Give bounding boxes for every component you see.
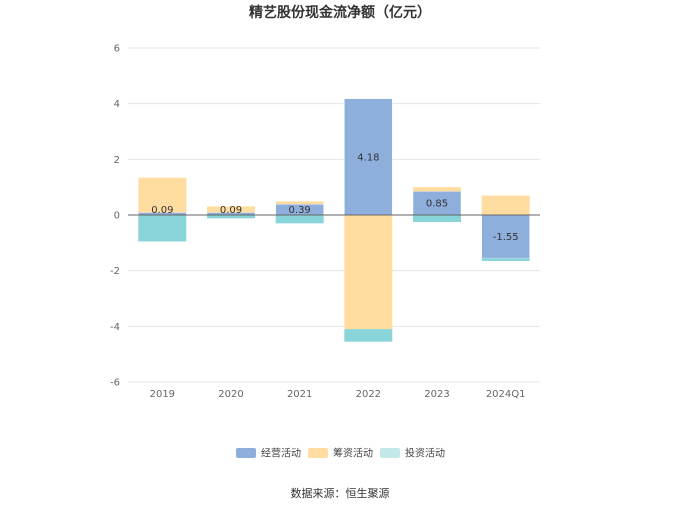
y-tick-label: -6 (110, 378, 120, 389)
legend-item-经营活动[interactable]: 经营活动 (236, 447, 301, 460)
bar-2020-投资活动 (207, 215, 255, 219)
y-tick-label: 2 (114, 155, 120, 166)
data-label-2020: 0.09 (220, 205, 242, 216)
y-axis: 6 4 2 0 -2 -4 -6 (110, 44, 120, 389)
x-tick-label: 2024Q1 (486, 389, 526, 400)
bar-2022-经营活动 (344, 98, 393, 216)
bar-2022-投资活动 (344, 329, 393, 342)
x-tick-label: 2019 (150, 389, 175, 400)
data-label-2021: 0.39 (289, 205, 311, 216)
bar-2023-筹资活动 (413, 187, 461, 192)
y-tick-label: 4 (114, 99, 120, 110)
legend-label: 筹资活动 (333, 447, 373, 460)
bar-2024Q1-筹资活动 (481, 195, 530, 215)
bar-2024Q1-经营活动 (481, 214, 530, 259)
data-label-2022: 4.18 (357, 152, 379, 163)
bar-2019-投资活动 (138, 215, 187, 242)
bar-2021-筹资活动 (275, 201, 324, 205)
source-note: 数据来源：恒生聚源 (291, 486, 390, 500)
bars (138, 98, 530, 342)
bar-2024Q1-投资活动 (481, 258, 530, 261)
legend-label: 投资活动 (405, 447, 445, 460)
bar-2019-筹资活动 (138, 177, 187, 213)
data-label-2024Q1: -1.55 (493, 232, 519, 243)
x-axis: 2019 2020 2021 2022 2023 2024Q1 (128, 381, 540, 400)
legend[interactable]: 经营活动 筹资活动 投资活动 (236, 447, 445, 460)
legend-label: 经营活动 (261, 447, 301, 460)
data-labels: 0.09 0.09 0.39 4.18 0.85 -1.55 (151, 152, 518, 243)
y-tick-label: -2 (110, 266, 120, 277)
data-label-2019: 0.09 (151, 205, 173, 216)
legend-item-筹资活动[interactable]: 筹资活动 (308, 447, 373, 460)
y-tick-label: 6 (114, 44, 120, 55)
legend-item-投资活动[interactable]: 投资活动 (380, 447, 445, 460)
legend-swatch (236, 448, 256, 458)
chart-title: 精艺股份现金流净额（亿元） (249, 4, 431, 21)
y-tick-label: 0 (114, 211, 120, 222)
x-tick-label: 2023 (424, 389, 449, 400)
x-tick-label: 2022 (356, 389, 381, 400)
bar-2021-投资活动 (275, 215, 324, 224)
bar-2023-投资活动 (413, 215, 461, 222)
legend-swatch (308, 448, 328, 458)
bar-2020-筹资活动 (207, 206, 255, 213)
x-tick-label: 2020 (218, 389, 243, 400)
legend-swatch (380, 448, 400, 458)
x-tick-label: 2021 (287, 389, 312, 400)
y-tick-label: -4 (110, 322, 120, 333)
bar-2022-筹资活动 (344, 215, 393, 330)
data-label-2023: 0.85 (426, 199, 448, 210)
